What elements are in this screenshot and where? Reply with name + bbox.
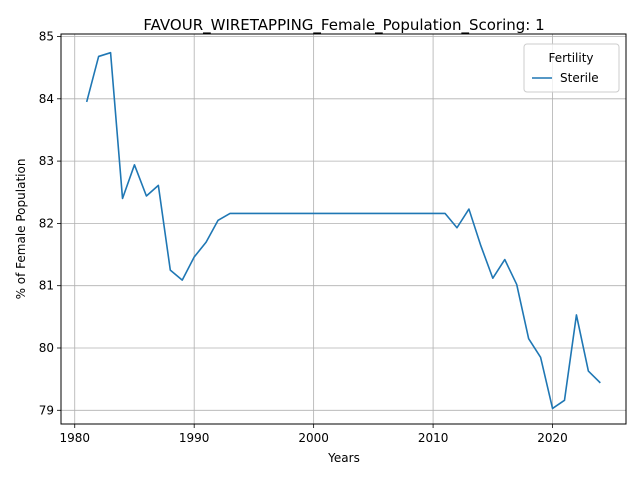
legend: Fertility Sterile (523, 43, 620, 93)
y-tick-label: 82 (39, 216, 54, 230)
x-axis-label: Years (327, 451, 360, 465)
y-tick-label: 84 (39, 92, 54, 106)
plot-frame (60, 33, 627, 425)
x-axis-ticks: 1980 1990 2000 2010 2020 (59, 424, 568, 445)
legend-entry-sterile: Sterile (560, 71, 599, 85)
y-tick-label: 80 (39, 341, 54, 355)
chart-title: FAVOUR_WIRETAPPING_Female_Population_Sco… (143, 16, 544, 35)
legend-box (523, 43, 620, 93)
x-tick-label: 1990 (179, 431, 210, 445)
x-tick-label: 2010 (418, 431, 449, 445)
y-axis-label: % of Female Population (14, 159, 28, 300)
x-tick-label: 2020 (537, 431, 568, 445)
y-tick-label: 85 (39, 29, 54, 43)
legend-title: Fertility (548, 51, 593, 65)
y-axis-ticks: 79 80 81 82 83 84 85 (39, 29, 61, 417)
y-tick-label: 83 (39, 154, 54, 168)
x-tick-label: 1980 (59, 431, 90, 445)
series-layer (85, 51, 601, 410)
y-tick-label: 79 (39, 403, 54, 417)
y-tick-label: 81 (39, 279, 54, 293)
series-line-sterile (85, 51, 601, 410)
x-tick-label: 2000 (298, 431, 329, 445)
grid-lines (61, 34, 626, 424)
